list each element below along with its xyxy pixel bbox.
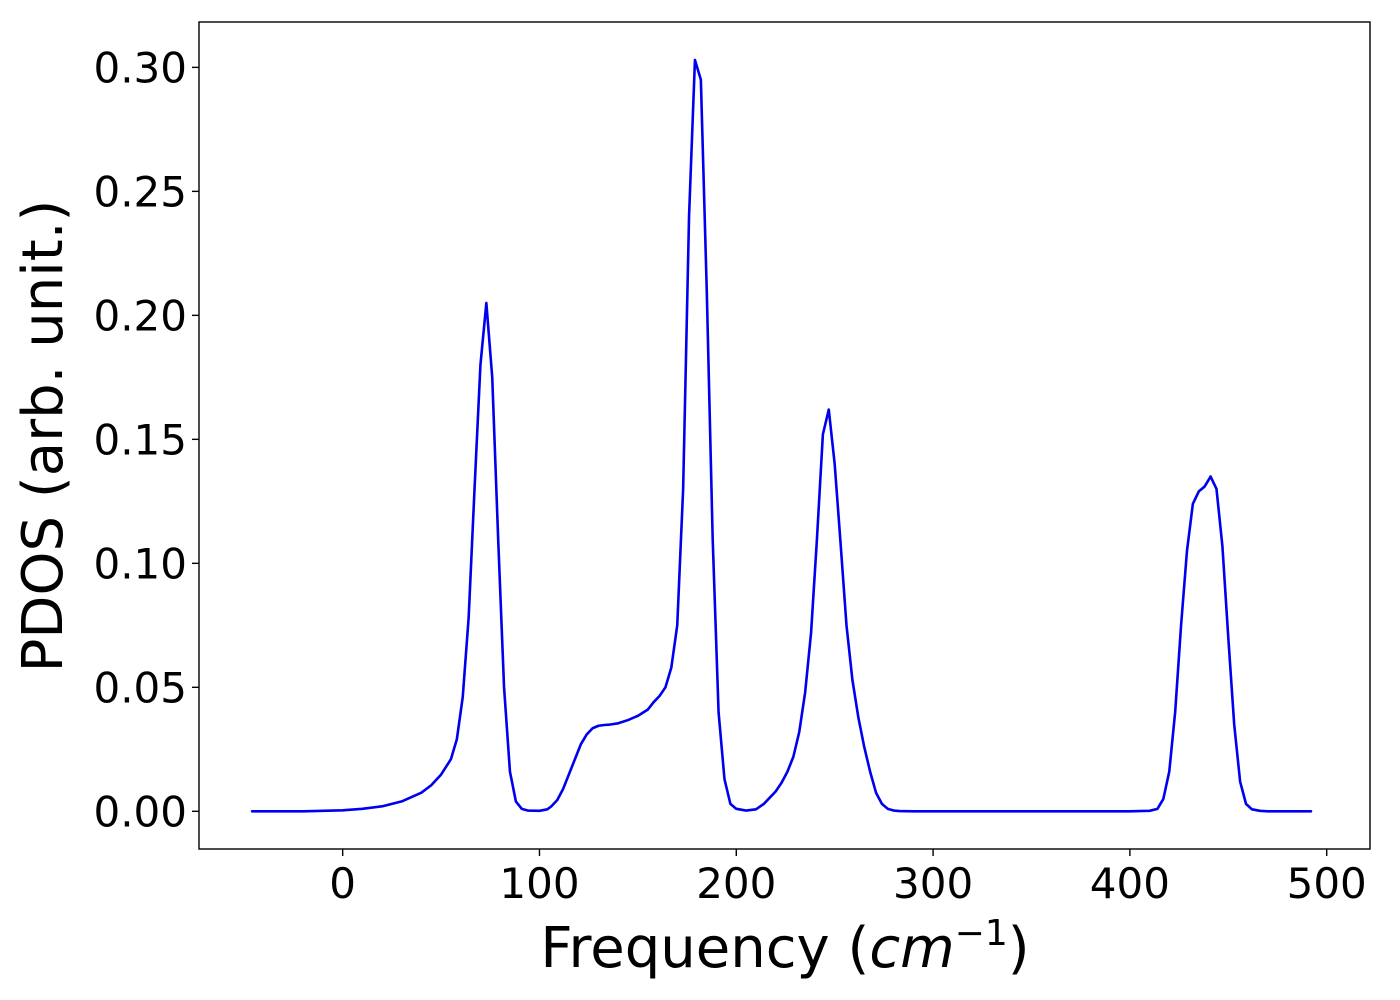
- x-axis-label: Frequency (cm−1): [540, 913, 1029, 981]
- x-axis-label-main: Frequency (: [540, 916, 869, 981]
- x-tick-label: 100: [499, 859, 579, 908]
- y-tick-label: 0.20: [93, 291, 187, 340]
- y-tick-label: 0.25: [93, 167, 187, 216]
- plot-area: [250, 58, 1313, 813]
- y-tick-label: 0.10: [93, 539, 187, 588]
- x-axis-label-unit: cm: [869, 916, 954, 981]
- x-tick-label: 0: [329, 859, 356, 908]
- x-axis: 0 100 200 300 400 500: [329, 849, 1367, 908]
- y-axis-label: PDOS (arb. unit.): [11, 200, 76, 673]
- y-tick-label: 0.15: [93, 415, 187, 464]
- x-axis-label-end: ): [1008, 916, 1030, 981]
- y-tick-label: 0.05: [93, 663, 187, 712]
- y-tick-label: 0.30: [93, 43, 187, 92]
- x-tick-label: 400: [1090, 859, 1170, 908]
- pdos-series-line: [250, 58, 1313, 813]
- x-tick-label: 200: [696, 859, 776, 908]
- y-tick-label: 0.00: [93, 787, 187, 836]
- x-axis-label-exponent: −1: [955, 913, 1008, 954]
- plot-frame: [198, 21, 1371, 850]
- x-tick-label: 300: [893, 859, 973, 908]
- y-axis: 0.00 0.05 0.10 0.15 0.20 0.25 0.30: [93, 43, 199, 836]
- x-tick-label: 500: [1287, 859, 1367, 908]
